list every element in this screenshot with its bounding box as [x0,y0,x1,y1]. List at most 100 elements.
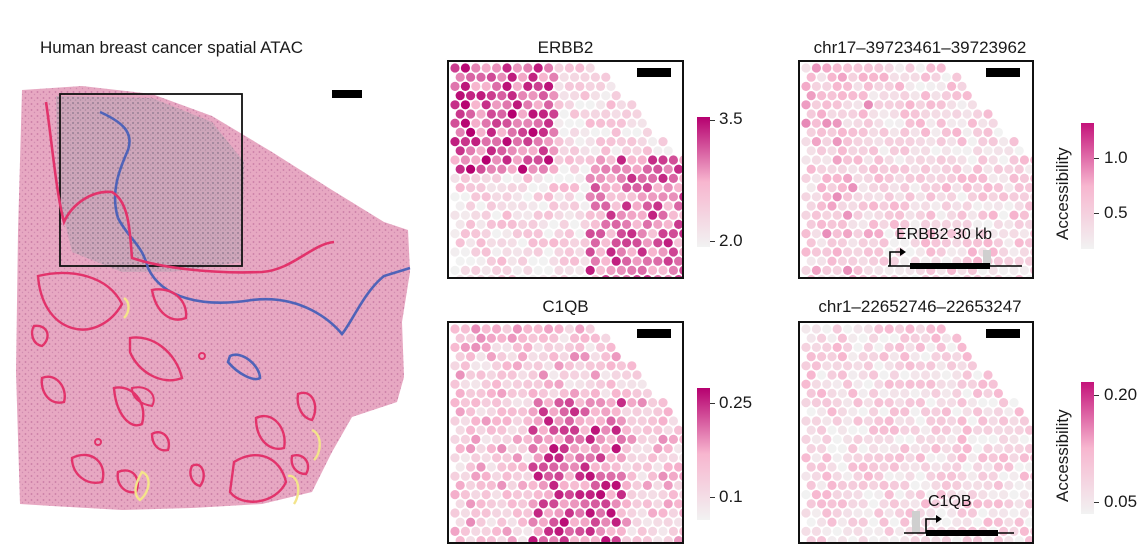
spot [486,201,496,211]
spot [895,173,905,183]
spot [559,238,569,248]
spot [564,526,574,536]
spot [601,164,611,174]
spot [848,238,858,248]
spot [978,416,988,426]
spot [848,352,858,362]
spot [668,490,678,500]
spot [632,444,642,454]
spot [832,526,842,536]
spot [570,517,580,527]
spot [988,453,998,463]
spot [858,333,868,343]
spot [460,247,470,257]
spot [668,210,678,220]
spot [471,247,481,257]
spot [1014,536,1024,542]
spot [549,91,559,101]
colorbar-chr1-max: 0.20 [1104,385,1138,404]
spot [606,210,616,220]
spot [801,247,811,257]
spot [879,333,889,343]
spot [554,324,564,334]
spot [921,480,931,490]
spot [481,155,491,165]
spot [466,146,476,156]
colorbar-erbb2-min: 2.0 [719,231,743,250]
spot [889,407,899,417]
spot [606,118,616,128]
spot [889,536,899,542]
spot [837,370,847,380]
spot [843,155,853,165]
spot [993,462,1003,472]
spot [486,352,496,362]
spot [585,265,595,275]
spot [921,462,931,472]
spot [476,499,486,509]
spot [544,155,554,165]
spot [455,164,465,174]
spot [1004,146,1014,156]
spot [921,72,931,82]
spot [817,352,827,362]
spot [523,434,533,444]
spot [811,471,821,481]
spot [570,146,580,156]
spot [668,155,678,165]
spot [460,398,470,408]
spot [497,219,507,229]
spot [590,425,600,435]
spot [858,219,868,229]
spot [455,425,465,435]
spot [642,219,652,229]
colorbar-c1qb-max: 0.25 [719,393,753,412]
spot [957,490,967,500]
spot [837,517,847,527]
spot [637,118,647,128]
spot [460,265,470,275]
spot [612,275,620,277]
spot [817,480,827,490]
spot [518,407,528,417]
spot [837,256,847,266]
spot [616,100,626,110]
spot [497,183,507,193]
spot [869,256,879,266]
spot [450,398,460,408]
spot [590,256,600,266]
spot [549,238,559,248]
spot [554,192,564,202]
spot [492,118,502,128]
spot [936,155,946,165]
spot [973,146,983,156]
spot [889,256,899,266]
spot [843,508,853,518]
spot [643,275,652,277]
spot [915,192,925,202]
spot [947,416,957,426]
spot [606,379,616,389]
spot [827,536,837,542]
spot [512,416,522,426]
spot [879,444,889,454]
spot [549,109,559,119]
spot [481,81,491,91]
spot [502,342,512,352]
spot [1019,192,1029,202]
spot [518,72,528,82]
spot [538,201,548,211]
spot [811,398,821,408]
spot [863,247,873,257]
spot [1014,462,1024,472]
spot [585,471,595,481]
spot [967,453,977,463]
spot [931,499,941,509]
spot [837,444,847,454]
spot [481,453,491,463]
spot [507,370,517,380]
spot [926,379,936,389]
spot [538,91,548,101]
spot [869,238,879,248]
spot [575,434,585,444]
